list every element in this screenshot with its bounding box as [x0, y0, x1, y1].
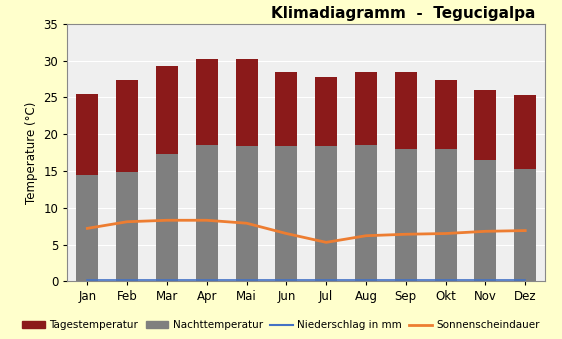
- Bar: [196, 145, 217, 281]
- Bar: [156, 66, 178, 154]
- Sonnenscheindauer: [203, 218, 210, 222]
- Niederschlag in mm: [283, 278, 290, 282]
- Line: Sonnenscheindauer: Sonnenscheindauer: [87, 220, 525, 242]
- Bar: [474, 160, 496, 281]
- Bar: [395, 149, 417, 281]
- Sonnenscheindauer: [243, 221, 250, 225]
- Bar: [474, 90, 496, 160]
- Sonnenscheindauer: [84, 226, 90, 231]
- Bar: [76, 94, 98, 175]
- Sonnenscheindauer: [482, 229, 489, 233]
- Bar: [76, 175, 98, 281]
- Bar: [514, 95, 536, 170]
- Y-axis label: Temperature (°C): Temperature (°C): [25, 101, 38, 204]
- Bar: [315, 77, 337, 146]
- Sonnenscheindauer: [362, 234, 369, 238]
- Niederschlag in mm: [164, 278, 170, 282]
- Sonnenscheindauer: [164, 218, 170, 222]
- Bar: [514, 170, 536, 281]
- Niederschlag in mm: [124, 278, 130, 282]
- Legend: Tagestemperatur, Nachttemperatur, Niederschlag in mm, Sonnenscheindauer: Tagestemperatur, Nachttemperatur, Nieder…: [22, 320, 540, 331]
- Sonnenscheindauer: [442, 232, 449, 236]
- Bar: [315, 146, 337, 281]
- Bar: [116, 80, 138, 173]
- Sonnenscheindauer: [283, 232, 290, 236]
- Sonnenscheindauer: [124, 220, 130, 224]
- Bar: [275, 72, 297, 146]
- Niederschlag in mm: [323, 278, 329, 282]
- Niederschlag in mm: [522, 278, 529, 282]
- Niederschlag in mm: [84, 278, 90, 282]
- Niederschlag in mm: [243, 278, 250, 282]
- Text: Klimadiagramm  -  Tegucigalpa: Klimadiagramm - Tegucigalpa: [271, 6, 536, 21]
- Sonnenscheindauer: [522, 228, 529, 233]
- Niederschlag in mm: [402, 278, 409, 282]
- Bar: [355, 145, 377, 281]
- Niederschlag in mm: [482, 278, 489, 282]
- Bar: [275, 146, 297, 281]
- Bar: [235, 59, 257, 146]
- Bar: [355, 72, 377, 145]
- Bar: [196, 59, 217, 145]
- Niederschlag in mm: [203, 278, 210, 282]
- Bar: [434, 80, 456, 149]
- Bar: [156, 154, 178, 281]
- Niederschlag in mm: [362, 278, 369, 282]
- Niederschlag in mm: [442, 278, 449, 282]
- Bar: [395, 72, 417, 149]
- Bar: [116, 173, 138, 281]
- Sonnenscheindauer: [323, 240, 329, 244]
- Bar: [434, 149, 456, 281]
- Bar: [235, 146, 257, 281]
- Sonnenscheindauer: [402, 232, 409, 236]
